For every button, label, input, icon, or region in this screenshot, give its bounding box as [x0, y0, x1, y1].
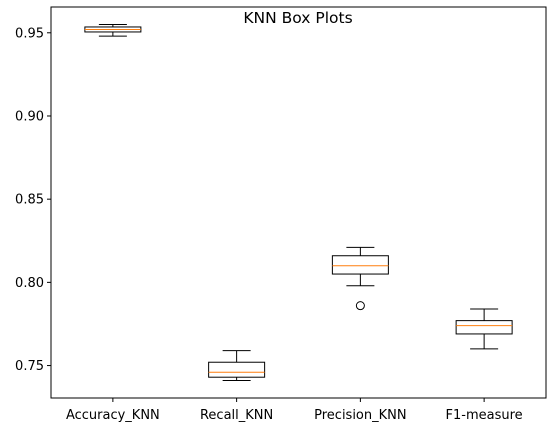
x-tick-label: F1-measure [446, 408, 523, 423]
plot-area [50, 6, 547, 399]
chart-title: KNN Box Plots [243, 9, 352, 27]
y-tick-label: 0.90 [15, 109, 44, 124]
y-tick-label: 0.85 [15, 193, 44, 208]
chart-marks: 0.75 0.80 0.85 0.90 0.95 Accuracy_KNN Recall_K… [15, 23, 523, 423]
box [208, 361, 266, 378]
box [331, 255, 389, 275]
x-tick-label: Accuracy_KNN [66, 408, 160, 423]
x-tick-label: Recall_KNN [200, 408, 273, 423]
box [455, 320, 513, 335]
outlier-point [355, 301, 365, 311]
y-tick-label: 0.95 [15, 26, 44, 41]
x-tick-label: Precision_KNN [314, 408, 406, 423]
y-tick-label: 0.80 [15, 276, 44, 291]
y-tick-label: 0.75 [15, 359, 44, 374]
